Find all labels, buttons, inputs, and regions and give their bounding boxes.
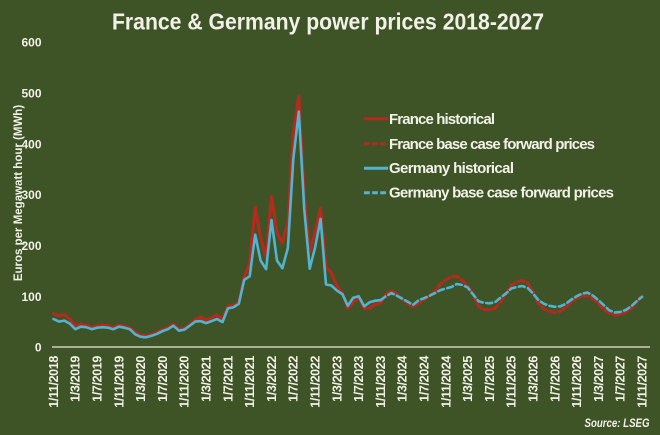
svg-text:1/3/2024: 1/3/2024 bbox=[396, 356, 410, 402]
svg-text:1/7/2020: 1/7/2020 bbox=[156, 356, 170, 402]
svg-text:France historical: France historical bbox=[389, 111, 495, 128]
svg-text:500: 500 bbox=[21, 86, 41, 100]
svg-text:1/11/2024: 1/11/2024 bbox=[439, 356, 453, 408]
svg-text:1/11/2019: 1/11/2019 bbox=[112, 356, 126, 408]
svg-text:1/11/2025: 1/11/2025 bbox=[505, 356, 519, 408]
svg-text:100: 100 bbox=[21, 290, 41, 304]
svg-text:1/3/2021: 1/3/2021 bbox=[200, 356, 214, 402]
svg-text:1/7/2021: 1/7/2021 bbox=[221, 356, 235, 402]
svg-text:1/3/2025: 1/3/2025 bbox=[461, 356, 475, 402]
svg-text:1/7/2026: 1/7/2026 bbox=[548, 356, 562, 402]
svg-text:France base case forward price: France base case forward prices bbox=[389, 136, 595, 153]
svg-text:1/3/2019: 1/3/2019 bbox=[69, 356, 83, 402]
svg-text:1/11/2021: 1/11/2021 bbox=[243, 356, 257, 408]
svg-text:Germany historical: Germany historical bbox=[389, 160, 514, 177]
svg-text:1/7/2025: 1/7/2025 bbox=[483, 356, 497, 402]
svg-text:Source: LSEG: Source: LSEG bbox=[585, 418, 650, 430]
svg-text:Euros per Megawatt hour (MWh): Euros per Megawatt hour (MWh) bbox=[13, 105, 25, 282]
svg-text:1/7/2023: 1/7/2023 bbox=[352, 356, 366, 402]
svg-text:300: 300 bbox=[21, 188, 41, 202]
svg-text:Germany base case forward pric: Germany base case forward prices bbox=[389, 185, 614, 202]
svg-text:1/3/2020: 1/3/2020 bbox=[134, 356, 148, 402]
svg-text:1/3/2027: 1/3/2027 bbox=[592, 356, 606, 402]
svg-text:France & Germany power prices: France & Germany power prices 2018-2027 bbox=[112, 9, 544, 35]
svg-text:400: 400 bbox=[21, 137, 41, 151]
svg-text:1/7/2019: 1/7/2019 bbox=[91, 356, 105, 402]
svg-text:1/7/2022: 1/7/2022 bbox=[287, 356, 301, 402]
svg-text:1/11/2026: 1/11/2026 bbox=[570, 356, 584, 408]
svg-text:1/7/2027: 1/7/2027 bbox=[614, 356, 628, 402]
svg-text:200: 200 bbox=[21, 239, 41, 253]
svg-text:1/3/2026: 1/3/2026 bbox=[527, 356, 541, 402]
svg-text:1/11/2020: 1/11/2020 bbox=[178, 356, 192, 408]
svg-text:1/3/2022: 1/3/2022 bbox=[265, 356, 279, 402]
svg-text:1/11/2023: 1/11/2023 bbox=[374, 356, 388, 408]
svg-text:600: 600 bbox=[21, 36, 41, 50]
svg-text:0: 0 bbox=[35, 341, 42, 355]
svg-text:1/3/2023: 1/3/2023 bbox=[330, 356, 344, 402]
svg-text:1/11/2018: 1/11/2018 bbox=[47, 356, 61, 408]
svg-text:1/7/2024: 1/7/2024 bbox=[418, 356, 432, 402]
svg-text:1/11/2027: 1/11/2027 bbox=[636, 356, 650, 408]
svg-text:1/11/2022: 1/11/2022 bbox=[309, 356, 323, 408]
